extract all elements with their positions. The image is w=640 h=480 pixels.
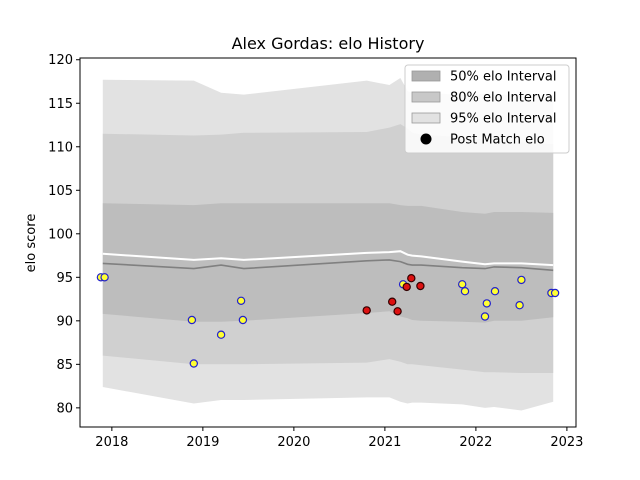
legend-label: Post Match elo (450, 133, 545, 148)
y-tick-label: 85 (56, 358, 73, 373)
y-tick-label: 100 (48, 227, 73, 242)
post-match-point-loss (393, 307, 402, 316)
y-axis-ticks: 80 85 90 95 100 105 110 115 120 (48, 53, 80, 416)
legend-marker (420, 133, 432, 145)
axes-frame (79, 57, 577, 428)
legend-label: 95% elo Interval (450, 112, 557, 127)
post-match-point-win (458, 280, 467, 289)
chart-title: Alex Gordas: elo History (232, 34, 425, 53)
x-axis-ticks: 2018 2019 2020 2021 2022 2023 (95, 427, 583, 450)
x-tick-label: 2021 (368, 435, 401, 450)
x-tick-label: 2019 (186, 435, 219, 450)
legend: 50% elo Interval 80% elo Interval 95% elo … (404, 64, 570, 154)
elo-lines (102, 250, 554, 272)
y-tick-label: 115 (48, 97, 73, 112)
post-match-point-win (550, 288, 560, 298)
post-match-points (96, 273, 560, 368)
y-tick-label: 90 (56, 314, 73, 329)
legend-swatch (411, 70, 441, 82)
x-tick-label: 2023 (550, 435, 583, 450)
x-tick-label: 2022 (459, 435, 492, 450)
post-match-point-loss (407, 274, 416, 283)
post-match-point-win (216, 330, 226, 339)
post-match-point-loss (402, 282, 411, 292)
x-tick-label: 2018 (95, 435, 128, 450)
post-match-point-loss (388, 297, 397, 306)
legend-swatch (411, 112, 441, 124)
post-match-point-loss (362, 306, 371, 315)
post-match-point-win (460, 287, 470, 296)
y-tick-label: 95 (56, 271, 73, 286)
post-match-point-win (482, 299, 491, 308)
y-tick-label: 105 (48, 184, 73, 199)
post-match-point-win (490, 287, 500, 296)
post-match-point-win (515, 301, 524, 310)
post-match-point-win (187, 315, 197, 325)
post-match-point-win (238, 315, 248, 325)
y-tick-label: 80 (56, 401, 73, 416)
post-match-point-loss (416, 281, 425, 291)
plot-area (96, 78, 560, 411)
y-tick-label: 120 (48, 53, 73, 68)
legend-box (404, 64, 570, 154)
post-match-point-win (236, 296, 246, 305)
upper-elo-line (102, 250, 554, 267)
post-match-point-win (517, 275, 526, 285)
post-match-point-win (189, 359, 198, 368)
mean-elo-line (102, 259, 554, 272)
interval-bands (102, 78, 554, 411)
post-match-point-win (100, 273, 109, 282)
post-match-point-win (480, 312, 490, 321)
legend-label: 50% elo Interval (450, 70, 557, 85)
x-tick-label: 2020 (277, 435, 310, 450)
y-axis-label: elo score (24, 214, 39, 273)
legend-label: 80% elo Interval (450, 91, 557, 106)
legend-swatch (411, 91, 441, 103)
y-tick-label: 110 (48, 140, 73, 155)
